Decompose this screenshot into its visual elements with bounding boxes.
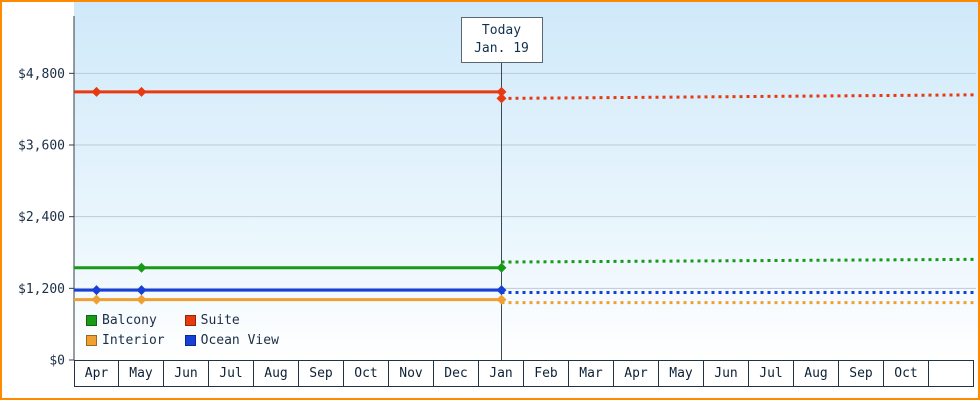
x-axis-month-cell: Feb bbox=[524, 360, 569, 387]
today-annotation-title: Today bbox=[481, 23, 522, 38]
x-axis-month-cell: Aug bbox=[254, 360, 299, 387]
series-marker bbox=[496, 86, 507, 97]
today-annotation: Today Jan. 19 bbox=[460, 17, 543, 63]
x-axis-month-cell: Mar bbox=[569, 360, 614, 387]
series-forecast-marker bbox=[496, 93, 507, 104]
x-axis-month-cell: May bbox=[659, 360, 704, 387]
series-forecast-balcony bbox=[501, 257, 975, 264]
legend-swatch bbox=[86, 335, 97, 346]
legend-item: Suite bbox=[184, 313, 279, 328]
series-marker bbox=[91, 294, 102, 305]
legend-label: Balcony bbox=[102, 313, 157, 328]
y-axis-label: $2,400 bbox=[18, 210, 65, 225]
legend-swatch bbox=[86, 315, 97, 326]
legend-item: Interior bbox=[86, 333, 165, 348]
series-marker bbox=[91, 86, 102, 97]
x-axis-month-cell: Aug bbox=[794, 360, 839, 387]
series-marker bbox=[136, 86, 147, 97]
legend-swatch bbox=[184, 315, 196, 326]
legend-label: Ocean View bbox=[200, 333, 279, 348]
x-axis: Apr May Jun Jul Aug Sep Oct Nov Dec Jan Feb Mar Apr M… bbox=[74, 360, 974, 387]
series-marker bbox=[136, 294, 147, 305]
x-axis-month-cell: Jun bbox=[704, 360, 749, 387]
x-axis-month-cell: Jun bbox=[164, 360, 209, 387]
x-axis-month-cell: Nov bbox=[389, 360, 434, 387]
x-axis-month-cell bbox=[929, 360, 974, 387]
x-axis-month-cell: May bbox=[119, 360, 164, 387]
x-axis-month-cell: Dec bbox=[434, 360, 479, 387]
y-axis-label: $1,200 bbox=[18, 282, 65, 297]
legend-label: Interior bbox=[102, 333, 165, 348]
x-axis-month-cell: Jul bbox=[209, 360, 254, 387]
y-axis-label: $3,600 bbox=[18, 139, 65, 154]
today-annotation-date: Jan. 19 bbox=[474, 41, 529, 56]
y-axis-label: $0 bbox=[49, 354, 65, 369]
series-marker bbox=[136, 285, 147, 296]
series-marker bbox=[136, 262, 147, 273]
x-axis-month-cell: Jul bbox=[749, 360, 794, 387]
series-marker bbox=[91, 285, 102, 296]
y-axis-label: $4,800 bbox=[18, 67, 65, 82]
legend-item: Ocean View bbox=[184, 333, 279, 348]
legend-label: Suite bbox=[200, 313, 240, 328]
x-axis-month-cell: Oct bbox=[884, 360, 929, 387]
series-marker bbox=[496, 262, 507, 273]
legend-item: Balcony bbox=[86, 313, 165, 328]
series-marker bbox=[496, 285, 507, 296]
x-axis-month-cell: Sep bbox=[839, 360, 884, 387]
series-forecast-suite bbox=[501, 93, 975, 100]
x-axis-month-cell: Oct bbox=[344, 360, 389, 387]
legend: Balcony Suite Interior Ocean View bbox=[86, 313, 279, 348]
x-axis-month-cell: Apr bbox=[614, 360, 659, 387]
x-axis-month-cell: Sep bbox=[299, 360, 344, 387]
x-axis-month-cell: Jan bbox=[479, 360, 524, 387]
legend-swatch bbox=[184, 335, 196, 346]
x-axis-month-cell: Apr bbox=[74, 360, 119, 387]
series-marker bbox=[496, 294, 507, 305]
